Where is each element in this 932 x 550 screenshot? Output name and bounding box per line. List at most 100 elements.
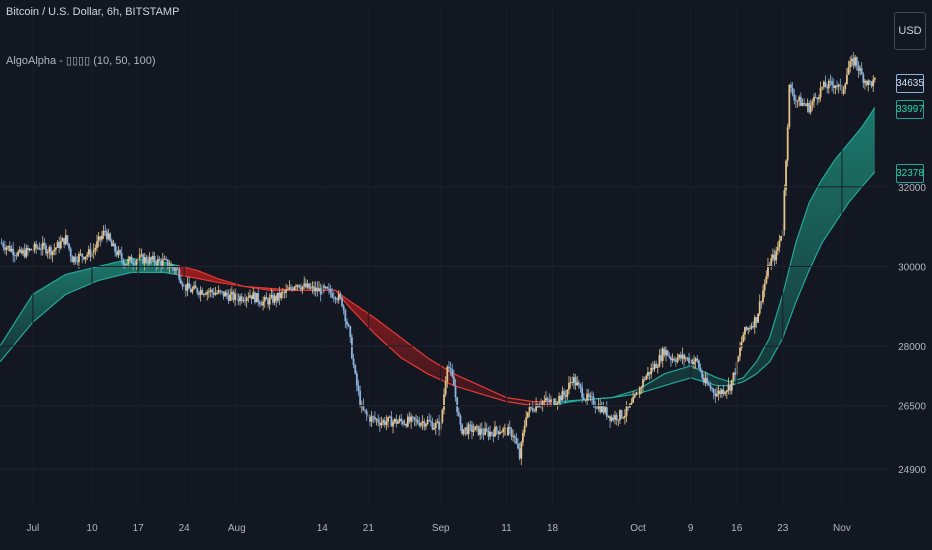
candle-body	[556, 402, 559, 405]
candle-body	[104, 230, 107, 232]
candle-body	[415, 419, 417, 421]
candle-body	[844, 84, 847, 89]
candle-body	[775, 250, 778, 261]
candle-body	[268, 297, 271, 305]
indicator-legend[interactable]: AlgoAlpha - ▯▯▯▯ (10, 50, 100)	[6, 55, 156, 67]
candle-body	[76, 261, 79, 263]
candle-body	[400, 418, 403, 422]
candle-body	[845, 74, 848, 85]
candle-body	[364, 409, 366, 411]
candle-body	[518, 448, 521, 459]
candle-body	[355, 373, 358, 386]
candle-body	[847, 67, 850, 75]
candle-body	[262, 301, 265, 306]
candle-body	[850, 58, 853, 62]
candle-body	[51, 251, 54, 256]
candle-body	[347, 324, 350, 327]
candle-body	[446, 366, 449, 382]
candle-body	[670, 357, 672, 361]
candle-body	[545, 398, 547, 401]
candle-body	[480, 428, 483, 434]
candle-body	[216, 292, 218, 294]
candle-body	[226, 292, 228, 296]
candle-body	[160, 260, 163, 266]
candle-body	[647, 372, 649, 376]
candle-body	[640, 387, 643, 388]
candle-body	[309, 287, 312, 289]
candle-body	[869, 80, 871, 82]
candle-body	[706, 378, 709, 384]
candle-body	[252, 292, 255, 300]
candle-body	[344, 310, 347, 322]
candle-body	[541, 401, 544, 405]
candle-body	[59, 241, 62, 249]
candle-body	[658, 355, 661, 367]
candle-body	[609, 415, 611, 421]
candle-body	[561, 391, 564, 401]
candle-body	[684, 358, 687, 360]
candle-body	[378, 422, 381, 426]
candle-body	[834, 85, 837, 88]
candle-body	[622, 417, 625, 419]
candle-body	[607, 415, 610, 417]
candle-body	[92, 250, 95, 253]
candle-body	[260, 304, 263, 306]
candle-body	[568, 382, 570, 390]
candle-body	[87, 249, 90, 255]
candle-body	[285, 289, 288, 293]
candle-body	[166, 259, 169, 268]
candle-body	[222, 291, 225, 297]
candle-body	[56, 241, 59, 248]
candle-body	[577, 382, 580, 385]
candle-body	[614, 415, 616, 420]
candle-body	[727, 384, 730, 391]
x-tick-label: 14	[317, 523, 329, 534]
candle-body	[750, 326, 753, 329]
candle-body	[642, 379, 644, 388]
candle-body	[722, 389, 725, 394]
candle-body	[25, 247, 28, 257]
candle-body	[324, 286, 327, 288]
candle-body	[7, 245, 10, 248]
candle-body	[125, 263, 128, 266]
candle-body	[582, 397, 585, 400]
candle-body	[771, 254, 774, 259]
candle-body	[249, 295, 251, 298]
currency-button[interactable]: USD	[894, 12, 926, 50]
candle-body	[286, 289, 289, 291]
candle-body	[247, 297, 250, 299]
candle-body	[27, 247, 29, 251]
candle-body	[199, 289, 202, 295]
candle-body	[362, 405, 365, 410]
candle-body	[393, 418, 396, 422]
candle-body	[298, 284, 301, 288]
candle-body	[79, 253, 82, 255]
candle-body	[650, 367, 653, 375]
candle-body	[250, 295, 253, 300]
candle-body	[55, 247, 57, 250]
candle-body	[73, 256, 75, 263]
candle-body	[133, 263, 136, 265]
candle-body	[188, 283, 191, 289]
candle-body	[773, 254, 776, 261]
candle-body	[89, 249, 92, 257]
x-tick-label: 11	[501, 523, 512, 534]
candle-body	[120, 253, 123, 260]
candle-body	[207, 291, 210, 293]
candle-body	[839, 84, 842, 86]
candle-body	[270, 294, 273, 298]
candle-body	[109, 233, 112, 241]
band-fill-layer	[0, 107, 875, 406]
candle-body	[140, 254, 143, 256]
candle-body	[487, 430, 490, 437]
candle-body	[403, 424, 406, 425]
candle-body	[748, 328, 751, 329]
candle-body	[765, 276, 768, 284]
candle-body	[860, 68, 863, 75]
candle-body	[411, 416, 414, 418]
candle-body	[158, 258, 161, 261]
candle-body	[755, 317, 758, 323]
candle-body	[323, 285, 325, 288]
candle-body	[50, 247, 52, 256]
